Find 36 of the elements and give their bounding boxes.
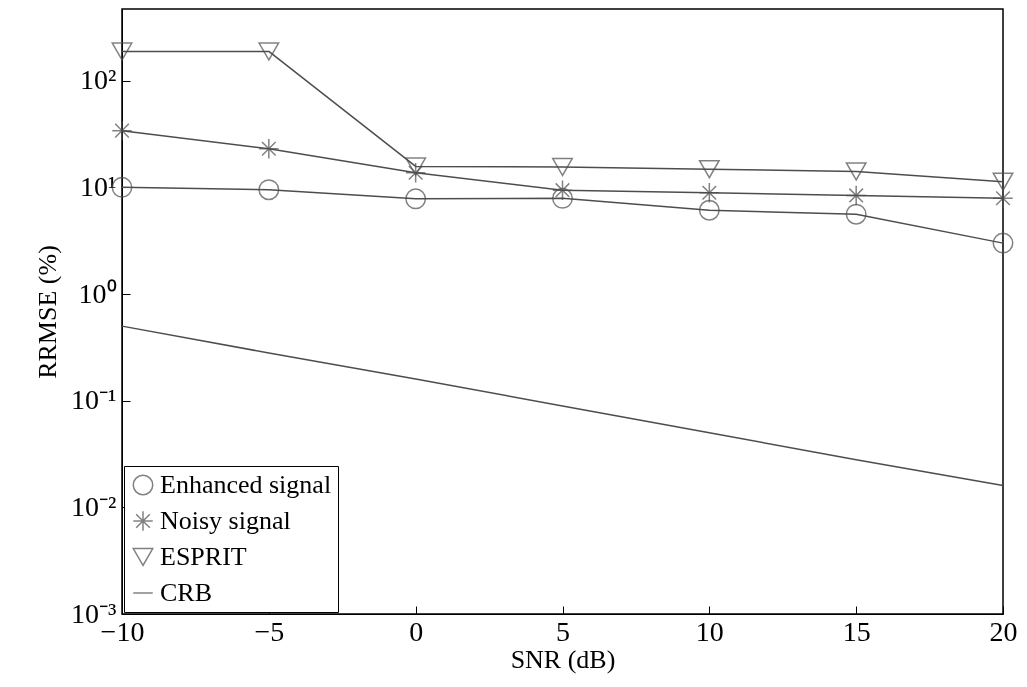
x-tick-label: −5: [254, 615, 285, 647]
legend-label: Enhanced signal: [160, 470, 332, 499]
legend-label: Noisy signal: [160, 506, 291, 535]
point: [698, 160, 720, 179]
y-tick-label: 10⁰: [78, 277, 117, 309]
point: [845, 203, 867, 225]
point: [405, 162, 427, 184]
point: [992, 172, 1014, 191]
point: [258, 42, 280, 61]
legend-label: ESPRIT: [160, 542, 247, 571]
point: [111, 42, 133, 61]
point: [258, 179, 280, 201]
y-tick-label: 10¹: [80, 170, 117, 202]
point: [552, 157, 573, 177]
x-tick-label: 0: [409, 615, 424, 647]
x-tick-label: 5: [556, 615, 570, 647]
point: [698, 182, 720, 204]
point: [111, 120, 133, 142]
point: [552, 187, 573, 209]
y-tick-label: 10²: [80, 64, 117, 96]
x-tick-label: 15: [842, 615, 871, 647]
y-axis-title: RRMSE (%): [33, 245, 63, 379]
point: [258, 138, 280, 160]
y-tick-label: 10⁻¹: [71, 384, 117, 416]
point: [552, 179, 573, 201]
point: [845, 162, 867, 181]
point: [405, 188, 427, 210]
point: [698, 199, 720, 221]
point: [845, 184, 867, 206]
y-tick-label: 10⁻²: [71, 490, 117, 522]
point: [405, 157, 427, 176]
x-axis-title: SNR (dB): [510, 644, 616, 674]
point: [992, 232, 1014, 254]
x-tick-label: 20: [989, 615, 1018, 647]
x-tick-label: 10: [695, 615, 724, 647]
legend-label: CRB: [160, 578, 213, 607]
